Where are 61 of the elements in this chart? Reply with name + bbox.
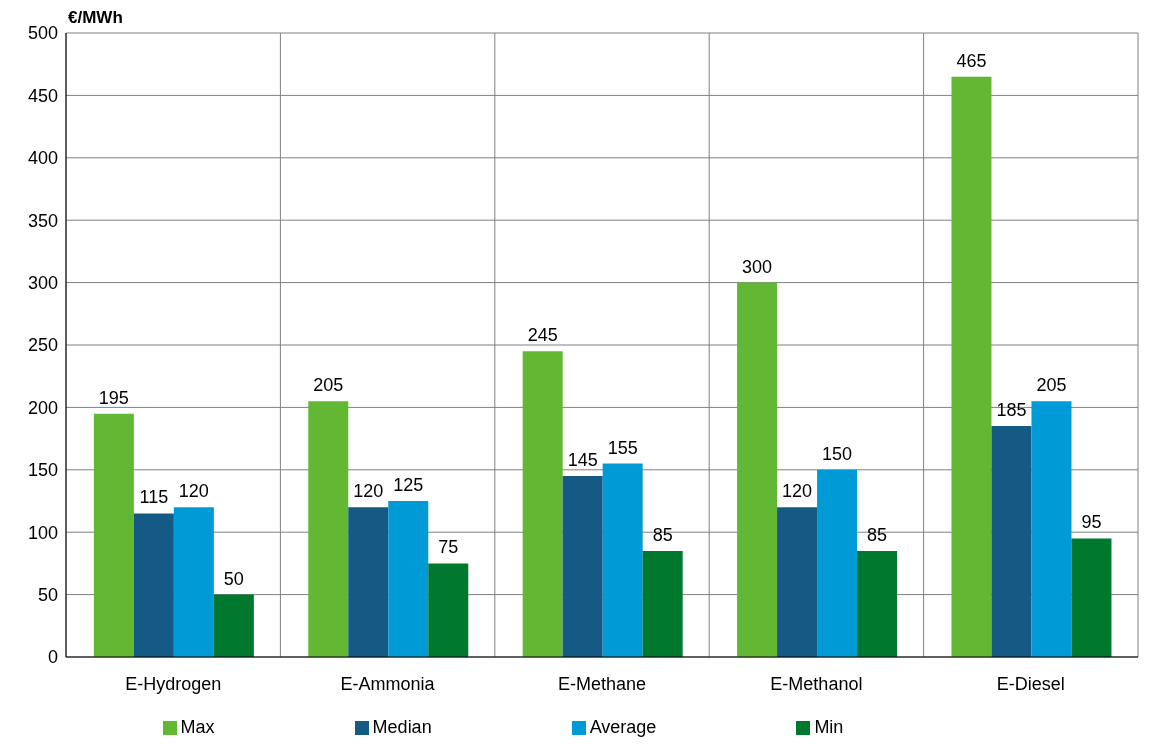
data-label: 150 — [822, 443, 853, 464]
bar — [428, 563, 469, 657]
legend-label: Min — [814, 717, 844, 737]
bar — [348, 507, 389, 657]
data-label: 75 — [438, 537, 459, 558]
x-tick-label: E-Methane — [557, 673, 647, 694]
bar — [737, 282, 778, 657]
bar — [602, 463, 643, 657]
bar — [562, 476, 603, 657]
bar — [1071, 538, 1112, 657]
bar — [213, 594, 254, 657]
y-tick-label: 450 — [27, 85, 58, 106]
data-label: 300 — [742, 256, 773, 277]
data-label: 85 — [867, 524, 888, 545]
bar — [991, 426, 1032, 657]
y-tick-label: 50 — [37, 584, 58, 605]
bar — [951, 76, 992, 657]
legend-label: Average — [589, 717, 657, 737]
y-tick-label: 0 — [47, 647, 58, 668]
bar — [522, 351, 563, 657]
data-label: 95 — [1081, 512, 1102, 533]
y-tick-label: 300 — [27, 272, 58, 293]
x-tick-label: E-Ammonia — [340, 673, 436, 694]
bar — [777, 507, 818, 657]
y-tick-label: 100 — [27, 522, 58, 543]
data-label: 115 — [139, 487, 169, 508]
data-label: 465 — [956, 50, 987, 71]
bar — [817, 469, 858, 657]
data-label: 120 — [782, 481, 813, 502]
data-label: 205 — [1036, 375, 1067, 396]
data-label: 120 — [353, 481, 384, 502]
data-label: 145 — [567, 450, 598, 471]
data-label: 185 — [996, 400, 1027, 421]
bar — [857, 550, 898, 657]
data-label: 125 — [393, 475, 424, 495]
y-axis-title: €/MWh — [68, 8, 123, 28]
data-label: 50 — [223, 568, 244, 589]
bar — [93, 413, 134, 657]
x-tick-label: E-Hydrogen — [125, 673, 222, 694]
y-tick-label: 150 — [27, 460, 58, 481]
y-tick-label: 500 — [27, 23, 58, 44]
data-label: 85 — [652, 524, 673, 545]
bar — [642, 550, 683, 657]
data-label: 205 — [313, 375, 344, 396]
legend-label: Median — [372, 717, 432, 737]
legend-label: Max — [180, 717, 215, 737]
data-label: 155 — [607, 437, 638, 458]
x-tick-label: E-Diesel — [996, 673, 1065, 694]
y-tick-label: 250 — [27, 335, 58, 356]
x-tick-label: E-Methanol — [770, 673, 863, 694]
y-tick-label: 400 — [27, 148, 58, 169]
data-label: 120 — [178, 481, 209, 502]
data-label: 195 — [98, 387, 129, 408]
data-label: 245 — [527, 325, 558, 346]
bar — [133, 513, 174, 657]
y-tick-label: 350 — [27, 210, 58, 231]
bar — [173, 507, 214, 657]
bar — [388, 501, 429, 657]
y-tick-label: 200 — [27, 397, 58, 418]
bar — [308, 401, 349, 657]
bar — [1031, 401, 1072, 657]
